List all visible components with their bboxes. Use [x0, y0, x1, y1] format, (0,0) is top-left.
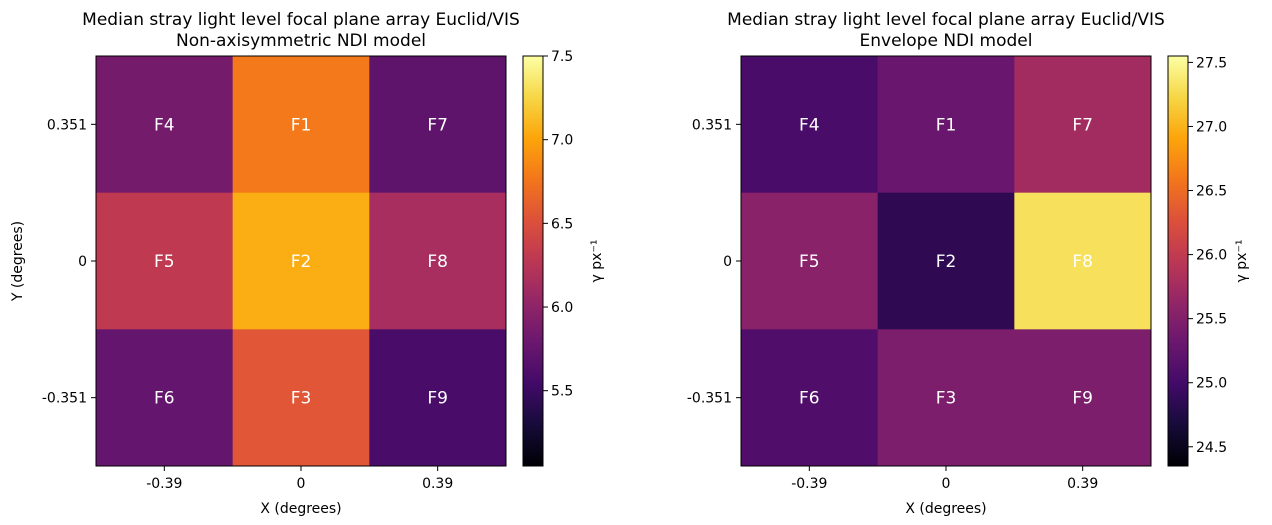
colorbar-tick-label: 25.5: [1196, 312, 1227, 328]
colorbar-tick-label: 25.0: [1196, 376, 1227, 392]
cell-label-f8: F8: [1072, 252, 1093, 272]
colorbar: [1167, 55, 1189, 467]
cell-label-f4: F4: [154, 115, 175, 135]
colorbar-tick-label: 5.5: [551, 384, 573, 400]
colorbar-tick-label: 26.0: [1196, 248, 1227, 264]
x-tick-label: 0: [942, 476, 951, 492]
cell-label-f9: F9: [427, 389, 448, 409]
y-tick-label: 0.351: [692, 117, 732, 133]
cell-label-f9: F9: [1072, 389, 1093, 409]
colorbar: [522, 55, 544, 467]
cell-label-f8: F8: [427, 252, 448, 272]
cell-label-f7: F7: [1072, 115, 1093, 135]
cell-label-f5: F5: [799, 252, 820, 272]
cell-label-f6: F6: [154, 389, 175, 409]
x-tick-label: -0.39: [146, 476, 182, 492]
colorbar-label: γ px⁻¹: [1234, 240, 1250, 283]
heatmap-cell-f5: [96, 192, 234, 330]
cell-label-f7: F7: [427, 115, 448, 135]
cell-label-f3: F3: [936, 389, 957, 409]
cell-label-f4: F4: [799, 115, 820, 135]
y-tick-label: -0.351: [687, 391, 732, 407]
x-tick-label: -0.39: [791, 476, 827, 492]
cell-label-f2: F2: [291, 252, 312, 272]
x-axis-label: X (degrees): [260, 501, 341, 517]
y-tick-label: 0: [78, 254, 87, 270]
heatmap-cell-f7: [1014, 56, 1152, 194]
colorbar-tick-label: 26.5: [1196, 184, 1227, 200]
y-tick-label: -0.351: [42, 391, 87, 407]
heatmap-cell-f3: [877, 329, 1015, 467]
chart-title: Median stray light level focal plane arr…: [727, 10, 1165, 30]
heatmap-cell-f9: [369, 329, 507, 467]
heatmap-cell-f2: [877, 192, 1015, 330]
y-axis-label: Y (degrees): [10, 221, 26, 302]
colorbar-tick-label: 27.5: [1196, 55, 1227, 71]
x-axis-label: X (degrees): [905, 501, 986, 517]
colorbar-tick-label: 24.5: [1196, 440, 1227, 456]
colorbar-tick-label: 27.0: [1196, 119, 1227, 135]
x-tick-label: 0: [297, 476, 306, 492]
x-tick-label: 0.39: [1067, 476, 1098, 492]
x-tick-label: 0.39: [422, 476, 453, 492]
heatmap-cell-f2: [232, 192, 370, 330]
chart-title: Median stray light level focal plane arr…: [82, 10, 520, 30]
heatmap-cell-f6: [741, 329, 879, 467]
colorbar-tick-label: 6.0: [551, 300, 573, 316]
heatmap-panel-2: Median stray light level focal plane arr…: [687, 10, 1250, 517]
y-tick-label: 0.351: [47, 117, 87, 133]
heatmap-cell-f4: [96, 56, 234, 194]
chart-subtitle: Envelope NDI model: [860, 31, 1033, 51]
heatmap-cell-f7: [369, 56, 507, 194]
heatmap-cell-f4: [741, 56, 879, 194]
heatmap-cell-f9: [1014, 329, 1152, 467]
heatmap-cell-f8: [369, 192, 507, 330]
colorbar-label: γ px⁻¹: [589, 240, 605, 283]
colorbar-tick-label: 6.5: [551, 216, 573, 232]
heatmap-cell-f5: [741, 192, 879, 330]
cell-label-f5: F5: [154, 252, 175, 272]
colorbar-tick-label: 7.0: [551, 133, 573, 149]
heatmap-panel-1: Median stray light level focal plane arr…: [10, 10, 605, 517]
chart-subtitle: Non-axisymmetric NDI model: [176, 31, 426, 51]
heatmap-cell-f3: [232, 329, 370, 467]
heatmap-cell-f8: [1014, 192, 1152, 330]
cell-label-f3: F3: [291, 389, 312, 409]
cell-label-f1: F1: [936, 115, 957, 135]
y-tick-label: 0: [723, 254, 732, 270]
heatmap-cell-f6: [96, 329, 234, 467]
heatmap-cell-f1: [877, 56, 1015, 194]
heatmap-cell-f1: [232, 56, 370, 194]
colorbar-tick-label: 7.5: [551, 49, 573, 65]
cell-label-f6: F6: [799, 389, 820, 409]
cell-label-f1: F1: [291, 115, 312, 135]
cell-label-f2: F2: [936, 252, 957, 272]
